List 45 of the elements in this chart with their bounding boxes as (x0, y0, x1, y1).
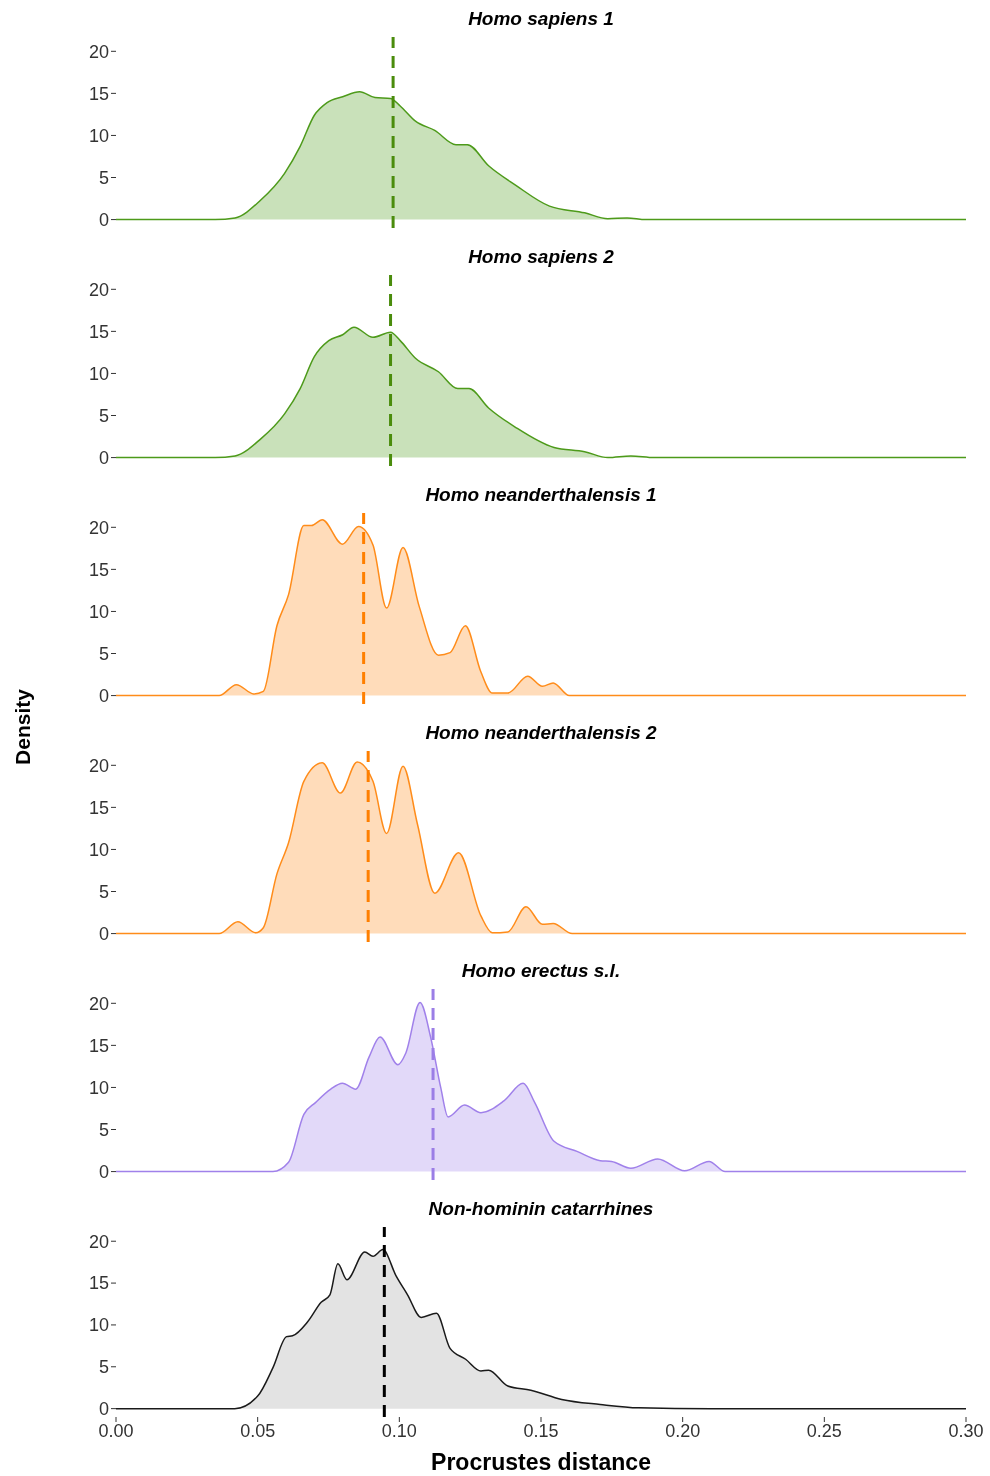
y-tick-label: 15 (88, 83, 109, 104)
x-tick-label: 0.10 (381, 1420, 417, 1441)
y-tick-label: 20 (88, 755, 109, 776)
y-tick-label: 0 (98, 1161, 109, 1182)
x-tick-label: 0.05 (240, 1420, 276, 1441)
x-axis-title: Procrustes distance (430, 1448, 652, 1476)
x-tick-label: 0.20 (665, 1420, 701, 1441)
chart-title: Homo sapiens 1 (467, 7, 615, 31)
x-tick-label: 0.15 (523, 1420, 559, 1441)
chart-title: Homo erectus s.l. (460, 959, 622, 983)
y-tick-label: 5 (98, 643, 109, 664)
y-tick-label: 15 (88, 1035, 109, 1056)
y-axis-title: Density (11, 689, 35, 765)
y-tick-label: 0 (98, 1399, 109, 1420)
y-tick-label: 20 (88, 41, 109, 62)
x-tick-label: 0.25 (806, 1420, 842, 1441)
chart-title: Homo neanderthalensis 1 (424, 483, 658, 507)
x-tick-label: 0.30 (948, 1420, 984, 1441)
y-tick-label: 20 (88, 279, 109, 300)
y-tick-label: 15 (88, 797, 109, 818)
y-tick-label: 10 (88, 363, 109, 384)
y-tick-label: 10 (88, 1315, 109, 1336)
y-tick-label: 0 (98, 209, 109, 230)
chart-title: Homo neanderthalensis 2 (424, 721, 658, 745)
x-tick-label: 0.00 (98, 1420, 134, 1441)
y-tick-label: 20 (88, 1231, 109, 1252)
y-tick-label: 0 (98, 923, 109, 944)
y-tick-label: 0 (98, 447, 109, 468)
y-tick-label: 15 (88, 321, 109, 342)
y-tick-label: 15 (88, 1273, 109, 1294)
y-tick-label: 15 (88, 559, 109, 580)
y-tick-label: 10 (88, 1077, 109, 1098)
y-tick-label: 10 (88, 125, 109, 146)
y-tick-label: 5 (98, 881, 109, 902)
y-tick-label: 5 (98, 405, 109, 426)
y-tick-label: 20 (88, 993, 109, 1014)
y-tick-label: 10 (88, 601, 109, 622)
y-tick-label: 5 (98, 1119, 109, 1140)
chart-title: Non-hominin catarrhines (427, 1197, 655, 1221)
chart-title: Homo sapiens 2 (467, 245, 615, 269)
y-tick-label: 5 (98, 167, 109, 188)
y-tick-label: 10 (88, 839, 109, 860)
y-tick-label: 0 (98, 685, 109, 706)
y-tick-label: 20 (88, 517, 109, 538)
y-tick-label: 5 (98, 1357, 109, 1378)
